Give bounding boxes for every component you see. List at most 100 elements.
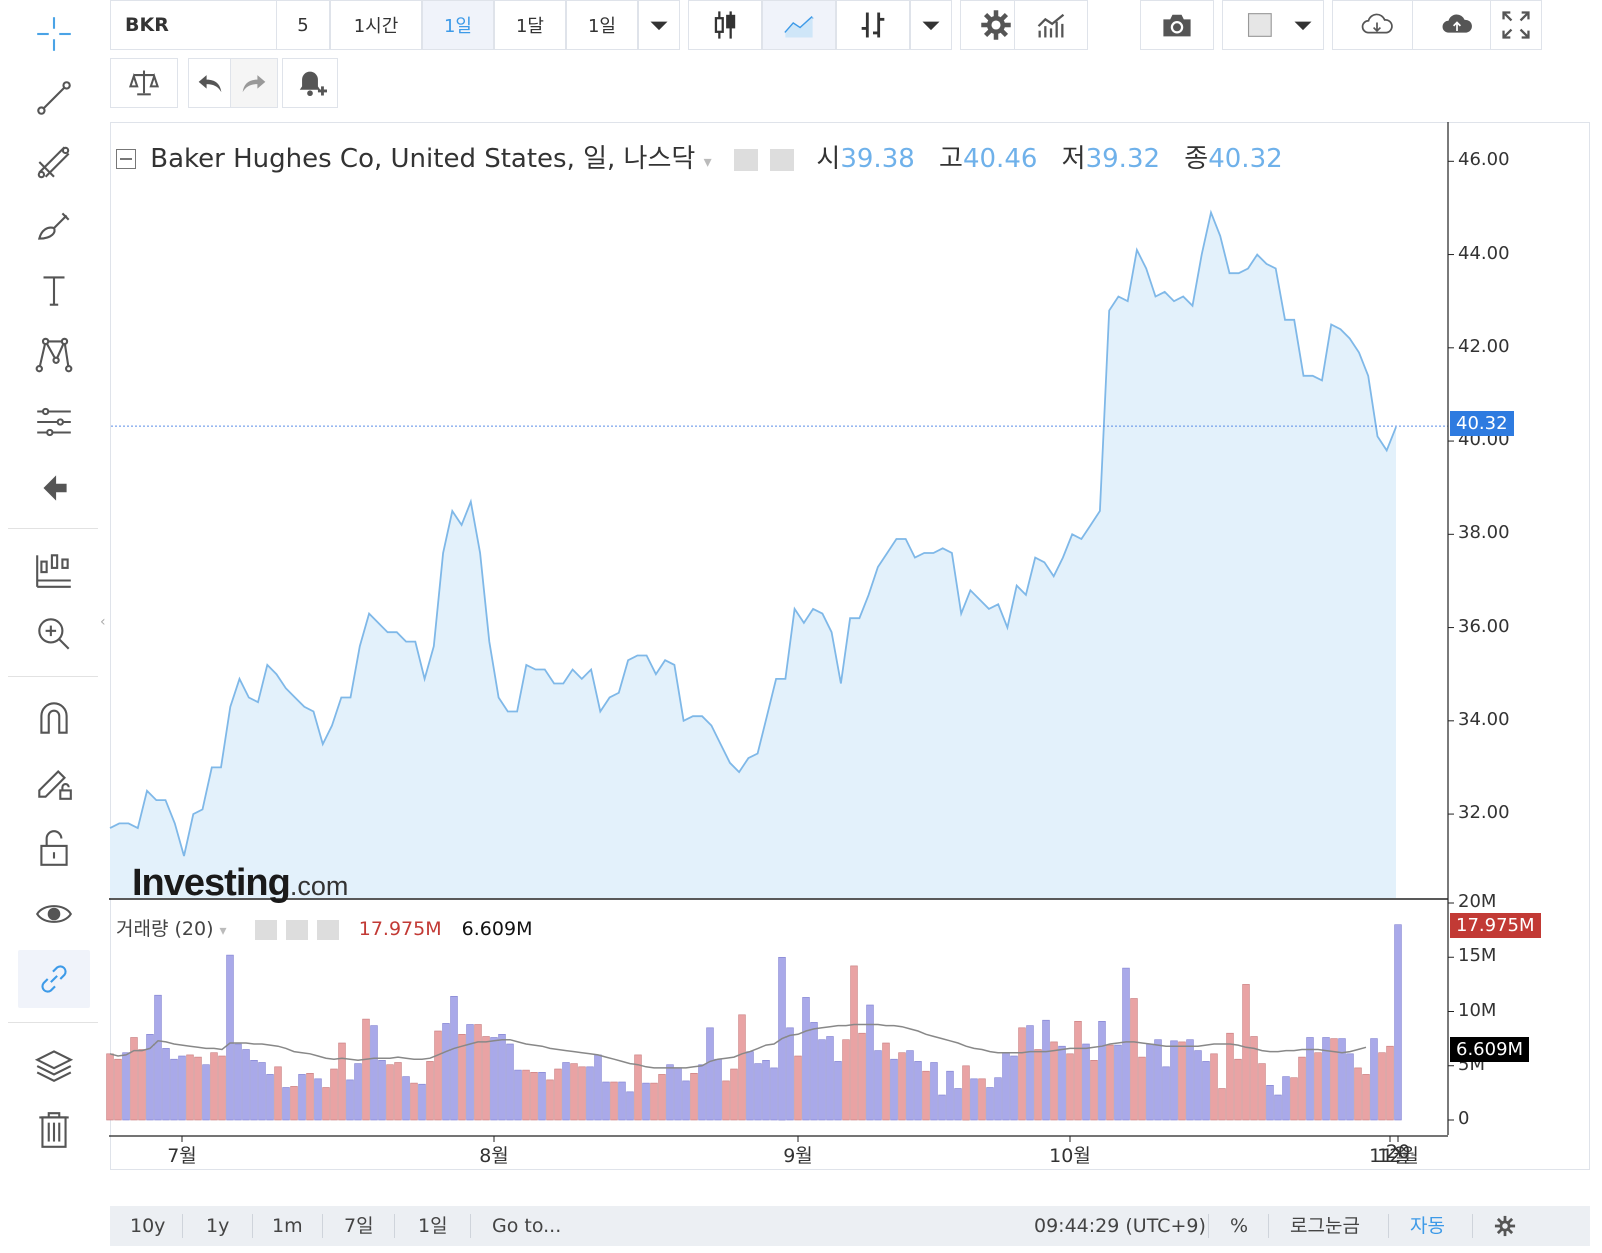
volume-bar bbox=[1274, 1094, 1282, 1121]
high-value: 40.46 bbox=[962, 144, 1038, 174]
legend-dropdown-icon[interactable]: ▾ bbox=[703, 152, 712, 171]
fullscreen-button[interactable] bbox=[1490, 0, 1542, 50]
cloud-load-button[interactable] bbox=[1332, 0, 1422, 50]
range-1d[interactable]: 1일 bbox=[418, 1215, 448, 1237]
trash-icon[interactable] bbox=[30, 1106, 78, 1154]
undo-button[interactable] bbox=[188, 58, 232, 108]
chevron-down-icon bbox=[650, 21, 668, 31]
range-7d[interactable]: 7일 bbox=[344, 1215, 374, 1237]
volume-bar bbox=[962, 1065, 970, 1121]
volume-bar bbox=[1362, 1074, 1370, 1121]
zoom-icon[interactable] bbox=[30, 610, 78, 658]
bottom-settings-button[interactable] bbox=[1494, 1206, 1516, 1246]
volume-bar bbox=[1378, 1052, 1386, 1121]
volume-bar bbox=[1218, 1088, 1226, 1121]
volume-bar bbox=[610, 1081, 618, 1121]
volume-bar bbox=[1106, 1044, 1114, 1121]
brush-icon[interactable] bbox=[30, 202, 78, 250]
volume-bar bbox=[642, 1082, 650, 1121]
pencil-lock-icon[interactable] bbox=[30, 758, 78, 806]
volume-close-icon[interactable] bbox=[316, 919, 339, 940]
fib-icon[interactable] bbox=[30, 138, 78, 186]
legend-collapse-icon[interactable] bbox=[116, 149, 136, 169]
volume-bar bbox=[378, 1060, 386, 1121]
interval-1d[interactable]: 1일 bbox=[422, 0, 494, 50]
volume-bar bbox=[338, 1042, 346, 1121]
volume-bar bbox=[922, 1070, 930, 1121]
ruler-chart-icon[interactable] bbox=[30, 546, 78, 594]
volume-bar bbox=[1234, 1058, 1242, 1121]
volume-gear-icon[interactable] bbox=[285, 919, 308, 940]
price-tick-label: 38.00 bbox=[1458, 522, 1510, 544]
volume-bar bbox=[298, 1074, 306, 1121]
go-to-button[interactable]: Go to... bbox=[492, 1215, 562, 1237]
trend-line-icon[interactable] bbox=[30, 74, 78, 122]
redo-button[interactable] bbox=[230, 58, 278, 108]
volume-bar bbox=[394, 1062, 402, 1121]
volume-bar bbox=[970, 1078, 978, 1121]
volume-bar bbox=[850, 965, 858, 1121]
cloud-save-button[interactable] bbox=[1412, 0, 1502, 50]
volume-bar bbox=[226, 954, 234, 1121]
volume-bar bbox=[290, 1086, 298, 1121]
snapshot-button[interactable] bbox=[1140, 0, 1214, 50]
price-tick-label: 42.00 bbox=[1458, 335, 1510, 357]
interval-1m[interactable]: 1달 bbox=[494, 0, 566, 50]
volume-bar bbox=[1282, 1076, 1290, 1121]
auto-scale-toggle[interactable]: 자동 bbox=[1410, 1215, 1445, 1237]
interval-5[interactable]: 5 bbox=[276, 0, 330, 50]
style-dropdown[interactable] bbox=[910, 0, 952, 50]
unlock-icon[interactable] bbox=[30, 824, 78, 872]
time-tick-label: 12월 bbox=[1377, 1145, 1419, 1167]
interval-custom[interactable]: 1일 bbox=[566, 0, 638, 50]
bars-style-button[interactable] bbox=[836, 0, 910, 50]
magnet-icon[interactable] bbox=[30, 694, 78, 742]
volume-bar bbox=[946, 1070, 954, 1121]
volume-bar bbox=[362, 1018, 370, 1121]
candles-style-button[interactable] bbox=[688, 0, 762, 50]
range-10y[interactable]: 10y bbox=[130, 1215, 166, 1237]
interval-dropdown[interactable] bbox=[638, 0, 680, 50]
time-tick-label: 11월 bbox=[1369, 1145, 1411, 1167]
volume-bar bbox=[714, 1058, 722, 1121]
eye-icon[interactable] bbox=[30, 890, 78, 938]
volume-bar bbox=[282, 1087, 290, 1121]
percent-toggle[interactable]: % bbox=[1230, 1215, 1249, 1237]
volume-eye-icon[interactable] bbox=[254, 919, 277, 940]
pattern-icon[interactable] bbox=[30, 330, 78, 378]
volume-bar bbox=[426, 1061, 434, 1121]
volume-bar bbox=[666, 1064, 674, 1121]
legend-gear-icon[interactable] bbox=[770, 148, 795, 171]
link-icon[interactable] bbox=[18, 950, 90, 1008]
interval-1h[interactable]: 1시간 bbox=[330, 0, 422, 50]
back-arrow-icon[interactable] bbox=[30, 464, 78, 512]
volume-bar bbox=[1202, 1061, 1210, 1121]
volume-bar bbox=[250, 1060, 258, 1121]
indicators-button[interactable] bbox=[1014, 0, 1088, 50]
area-style-button[interactable] bbox=[762, 0, 836, 50]
volume-pane bbox=[106, 924, 1402, 1121]
text-icon[interactable] bbox=[30, 266, 78, 314]
range-1m[interactable]: 1m bbox=[272, 1215, 303, 1237]
alert-button[interactable] bbox=[282, 58, 338, 108]
volume-bar bbox=[1122, 967, 1130, 1121]
volume-dropdown-icon[interactable]: ▾ bbox=[219, 923, 227, 939]
layers-icon[interactable] bbox=[30, 1040, 78, 1088]
volume-bar bbox=[898, 1052, 906, 1121]
volume-bar bbox=[410, 1082, 418, 1121]
crosshair-icon[interactable] bbox=[30, 10, 78, 58]
compare-button[interactable] bbox=[110, 58, 178, 108]
chart-container[interactable] bbox=[110, 122, 1590, 1170]
volume-bar bbox=[322, 1087, 330, 1121]
volume-bar bbox=[786, 1027, 794, 1121]
collapse-handle[interactable]: ‹ bbox=[100, 614, 106, 630]
volume-bar bbox=[466, 1024, 474, 1121]
legend-eye-icon[interactable] bbox=[733, 148, 758, 171]
fullscreen-icon bbox=[1502, 11, 1530, 39]
range-1y[interactable]: 1y bbox=[206, 1215, 230, 1237]
volume-bar bbox=[1066, 1053, 1074, 1121]
measure-icon[interactable] bbox=[30, 398, 78, 446]
log-scale-toggle[interactable]: 로그눈금 bbox=[1290, 1215, 1360, 1237]
color-dropdown[interactable] bbox=[1282, 0, 1324, 50]
